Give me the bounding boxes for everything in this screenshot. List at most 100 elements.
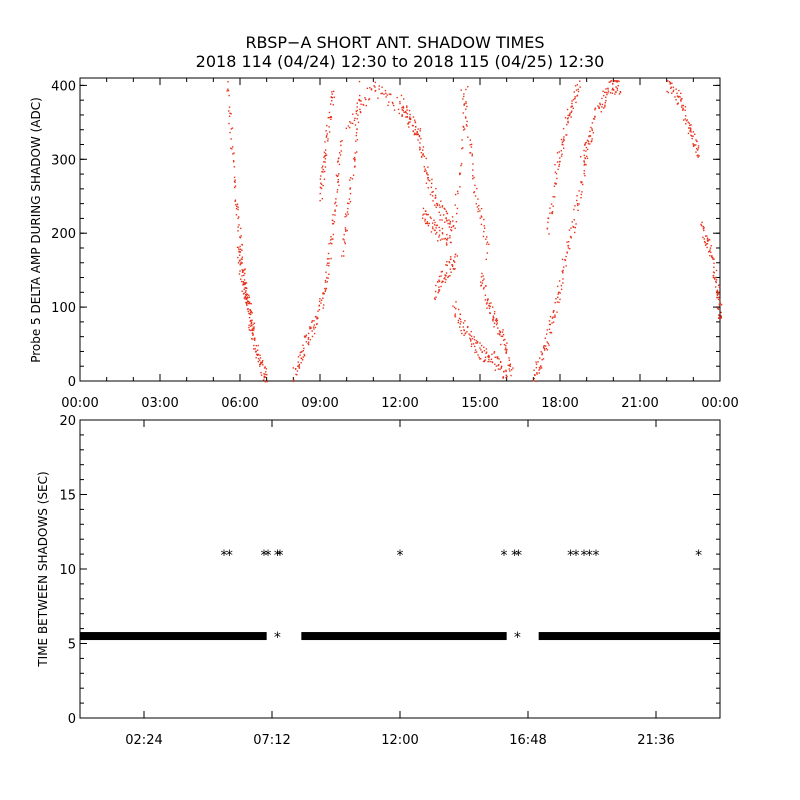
data-point xyxy=(455,212,458,215)
data-point xyxy=(414,132,416,134)
data-point xyxy=(242,281,245,283)
data-point xyxy=(301,359,304,361)
data-point xyxy=(253,326,255,328)
data-point xyxy=(702,236,704,239)
data-point xyxy=(324,158,327,160)
data-point xyxy=(683,119,685,121)
data-point xyxy=(678,89,680,92)
data-point xyxy=(481,272,483,275)
data-point xyxy=(346,202,349,205)
data-point xyxy=(591,122,594,124)
data-point xyxy=(480,349,482,351)
data-point xyxy=(453,259,455,262)
data-point: * xyxy=(695,548,702,564)
data-point xyxy=(463,334,465,336)
data-point xyxy=(720,304,723,306)
data-point xyxy=(697,156,699,158)
data-point xyxy=(692,135,694,137)
data-point xyxy=(498,364,500,366)
data-point xyxy=(560,150,562,152)
data-point xyxy=(402,107,405,109)
data-point xyxy=(330,115,332,118)
data-point xyxy=(303,355,306,357)
data-point xyxy=(466,330,468,333)
data-point xyxy=(461,147,463,150)
data-point xyxy=(246,308,249,310)
data-point xyxy=(463,95,465,98)
data-point xyxy=(695,139,697,141)
data-point xyxy=(691,135,693,137)
data-point xyxy=(487,298,489,300)
data-point xyxy=(502,329,504,331)
data-point xyxy=(409,113,411,116)
data-point xyxy=(493,310,496,313)
data-point xyxy=(499,331,501,334)
data-point xyxy=(450,271,452,273)
data-point xyxy=(483,227,486,229)
data-point xyxy=(302,349,305,352)
data-point xyxy=(455,221,458,223)
data-point xyxy=(252,332,254,334)
data-point xyxy=(319,298,321,300)
data-point xyxy=(462,98,464,100)
data-point xyxy=(331,97,334,99)
data-point xyxy=(264,381,266,383)
data-point xyxy=(548,328,551,330)
data-point xyxy=(477,198,479,200)
data-point xyxy=(710,251,712,254)
data-point xyxy=(249,320,252,322)
data-point xyxy=(548,344,550,346)
data-point xyxy=(326,277,328,279)
data-point xyxy=(330,236,332,238)
data-point xyxy=(718,296,720,299)
data-point xyxy=(682,104,685,107)
data-point xyxy=(608,81,610,83)
data-point xyxy=(720,317,723,319)
data-point xyxy=(474,184,476,187)
data-point xyxy=(431,178,433,181)
data-point xyxy=(250,310,253,313)
data-point xyxy=(574,231,576,234)
data-point xyxy=(385,92,387,95)
data-point xyxy=(613,80,615,82)
data-point xyxy=(700,223,702,226)
data-point xyxy=(435,206,437,208)
data-point xyxy=(490,302,492,304)
data-point xyxy=(454,268,456,270)
data-point xyxy=(293,379,295,381)
data-point xyxy=(508,368,510,370)
data-point xyxy=(309,338,312,341)
data-point xyxy=(535,363,538,365)
data-point xyxy=(483,346,485,349)
data-point xyxy=(233,176,236,179)
data-point xyxy=(307,341,310,343)
data-point xyxy=(354,160,356,162)
data-point xyxy=(327,277,329,279)
data-point xyxy=(460,164,462,167)
data-point xyxy=(337,175,339,177)
data-point xyxy=(251,324,253,327)
data-point xyxy=(444,221,446,223)
data-point xyxy=(354,158,356,161)
data-point xyxy=(332,233,335,236)
data-point xyxy=(700,224,703,227)
data-point xyxy=(569,113,571,116)
data-point xyxy=(457,192,459,195)
data-point xyxy=(330,257,332,260)
data-point xyxy=(590,140,592,143)
data-point xyxy=(302,344,304,347)
data-point xyxy=(237,208,239,211)
data-point xyxy=(612,83,614,85)
data-point xyxy=(502,376,504,379)
data-point xyxy=(328,264,330,267)
data-point xyxy=(323,151,326,153)
data-point xyxy=(677,96,680,98)
data-point xyxy=(500,343,502,346)
data-point xyxy=(401,115,403,117)
data-point xyxy=(707,240,709,242)
data-point xyxy=(438,280,441,283)
data-point xyxy=(369,87,371,89)
data-point xyxy=(408,121,410,124)
data-point xyxy=(237,226,239,228)
data-point xyxy=(682,109,684,111)
